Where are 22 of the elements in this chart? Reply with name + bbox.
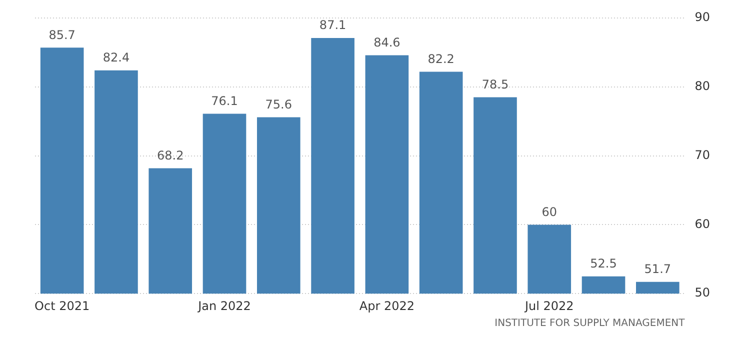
data-label: 78.5: [482, 77, 509, 92]
data-label: 76.1: [211, 94, 238, 108]
data-label: 60: [542, 204, 558, 219]
y-tick-label: 50: [694, 286, 710, 300]
data-label: 51.7: [644, 262, 672, 276]
data-label: 52.5: [590, 256, 617, 270]
x-tick-label: Apr 2022: [359, 298, 414, 313]
y-tick-label: 80: [694, 79, 710, 94]
data-label: 75.6: [265, 97, 292, 112]
x-tick-label: Jul 2022: [524, 298, 574, 313]
y-tick-label: 70: [694, 148, 710, 162]
x-tick-label: Jan 2022: [197, 298, 251, 313]
data-label: 84.6: [374, 35, 400, 50]
data-label: 82.2: [428, 52, 454, 66]
text: INSTITUTE FOR SUPPLY MANAGEMENT: [494, 318, 686, 329]
data-label: 68.2: [157, 148, 184, 162]
y-tick-label: 60: [694, 216, 710, 231]
data-label: 87.1: [319, 18, 346, 32]
data-label: 82.4: [102, 50, 130, 64]
data-label: 85.7: [48, 28, 76, 42]
y-tick-label: 90: [694, 10, 710, 24]
x-tick-label: Oct 2021: [34, 298, 90, 313]
